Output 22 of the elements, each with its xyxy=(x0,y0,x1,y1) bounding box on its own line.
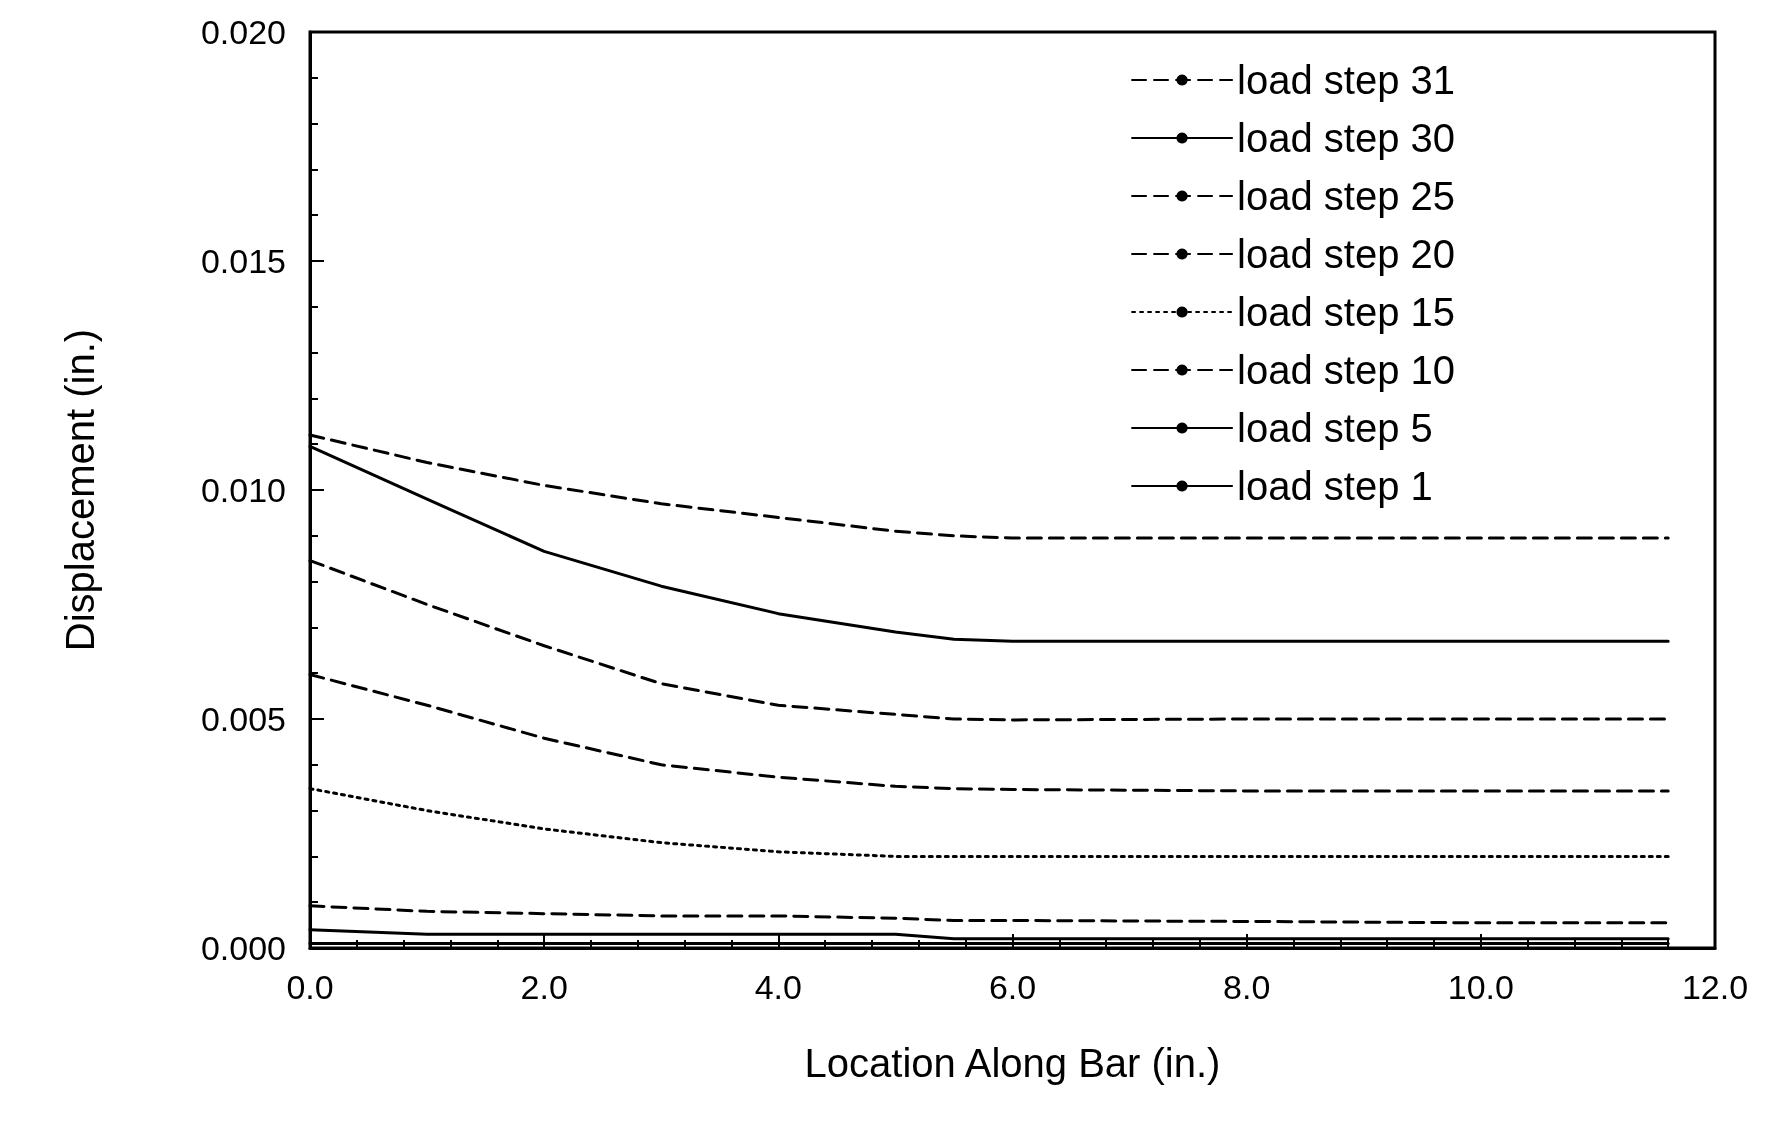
y-tick-label: 0.020 xyxy=(200,13,286,51)
legend-label: load step 25 xyxy=(1237,174,1455,218)
y-tick-label: 0.000 xyxy=(200,929,286,967)
y-tick-label: 0.015 xyxy=(200,242,286,280)
x-tick-label: 2.0 xyxy=(520,968,568,1006)
x-axis-title: Location Along Bar (in.) xyxy=(804,1041,1221,1085)
legend-label: load step 5 xyxy=(1237,406,1433,450)
x-tick-label: 4.0 xyxy=(754,968,802,1006)
x-tick-label: 0.0 xyxy=(286,968,334,1006)
legend-label: load step 1 xyxy=(1237,464,1433,508)
legend-label: load step 10 xyxy=(1237,348,1455,392)
legend-label: load step 31 xyxy=(1237,58,1455,102)
legend-label: load step 15 xyxy=(1237,290,1455,334)
x-tick-label: 6.0 xyxy=(988,968,1037,1006)
y-tick-label: 0.005 xyxy=(200,700,286,738)
legend-label: load step 20 xyxy=(1237,232,1455,276)
legend-label: load step 30 xyxy=(1237,116,1455,160)
y-tick-label: 0.010 xyxy=(200,471,286,509)
x-tick-label: 8.0 xyxy=(1223,968,1271,1006)
x-tick-label: 12.0 xyxy=(1681,968,1749,1006)
y-axis-title: Displacement (in.) xyxy=(58,328,102,652)
x-tick-label: 10.0 xyxy=(1447,968,1514,1006)
